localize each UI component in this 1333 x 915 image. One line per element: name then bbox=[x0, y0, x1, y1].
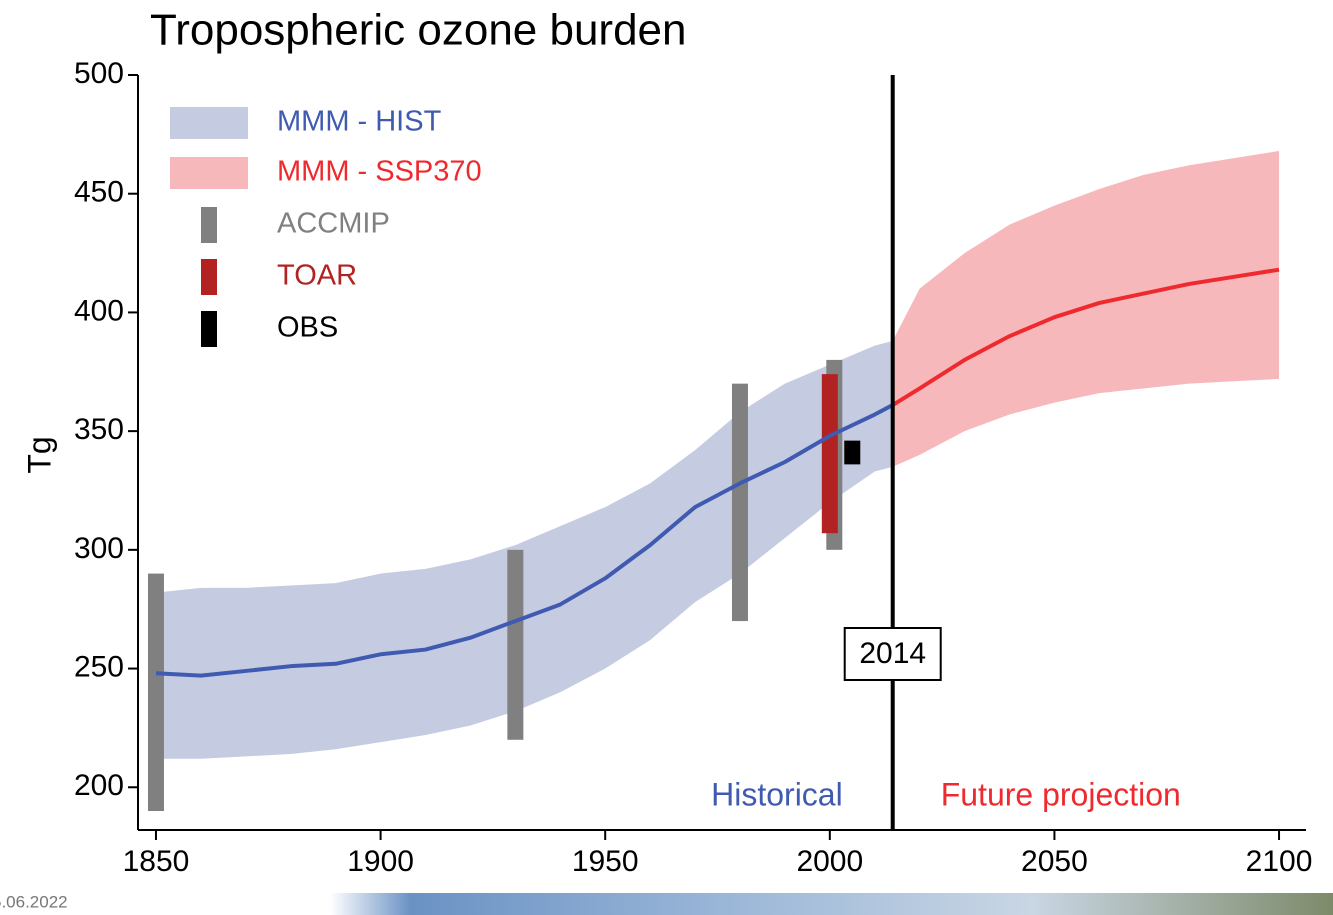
legend-swatch bbox=[201, 259, 217, 295]
uncertainty-band bbox=[155, 340, 893, 759]
x-tick-label: 2000 bbox=[796, 845, 863, 878]
y-tick-label: 200 bbox=[74, 769, 124, 802]
annotation: Future projection bbox=[941, 776, 1181, 812]
footer-date: 5.06.2022 bbox=[0, 892, 68, 911]
mean-line bbox=[891, 267, 1280, 407]
legend-label: MMM - SSP370 bbox=[277, 156, 482, 188]
x-tick-label: 1850 bbox=[123, 845, 190, 878]
legend-label: MMM - HIST bbox=[277, 106, 442, 138]
range-bar bbox=[731, 383, 748, 622]
y-tick-label: 500 bbox=[74, 57, 124, 90]
legend-label: ACCMIP bbox=[277, 208, 390, 240]
y-tick-label: 350 bbox=[74, 413, 124, 446]
background-image-strip bbox=[330, 893, 1333, 915]
legend-swatch bbox=[201, 311, 217, 347]
legend-swatch bbox=[170, 157, 248, 189]
y-tick-label: 450 bbox=[74, 176, 124, 209]
y-tick-label: 400 bbox=[74, 294, 124, 327]
mean-line bbox=[155, 403, 894, 678]
range-bar bbox=[147, 573, 164, 812]
x-tick-label: 2050 bbox=[1021, 845, 1088, 878]
x-tick-label: 1900 bbox=[347, 845, 414, 878]
y-tick-label: 300 bbox=[74, 532, 124, 565]
legend-swatch bbox=[201, 207, 217, 243]
range-bar bbox=[821, 374, 838, 534]
y-axis-label: Tg bbox=[21, 436, 57, 473]
range-bar bbox=[507, 549, 524, 740]
annotation: Historical bbox=[711, 776, 843, 812]
reference-label-box bbox=[843, 627, 942, 681]
chart-title: Tropospheric ozone burden bbox=[150, 6, 687, 55]
legend-label: TOAR bbox=[277, 260, 357, 292]
x-tick-label: 1950 bbox=[572, 845, 639, 878]
reference-label: 2014 bbox=[859, 637, 926, 670]
y-tick-label: 250 bbox=[74, 650, 124, 683]
range-bar bbox=[844, 440, 861, 465]
legend-swatch bbox=[170, 107, 248, 139]
legend-label: OBS bbox=[277, 312, 338, 344]
x-tick-label: 2100 bbox=[1246, 845, 1313, 878]
